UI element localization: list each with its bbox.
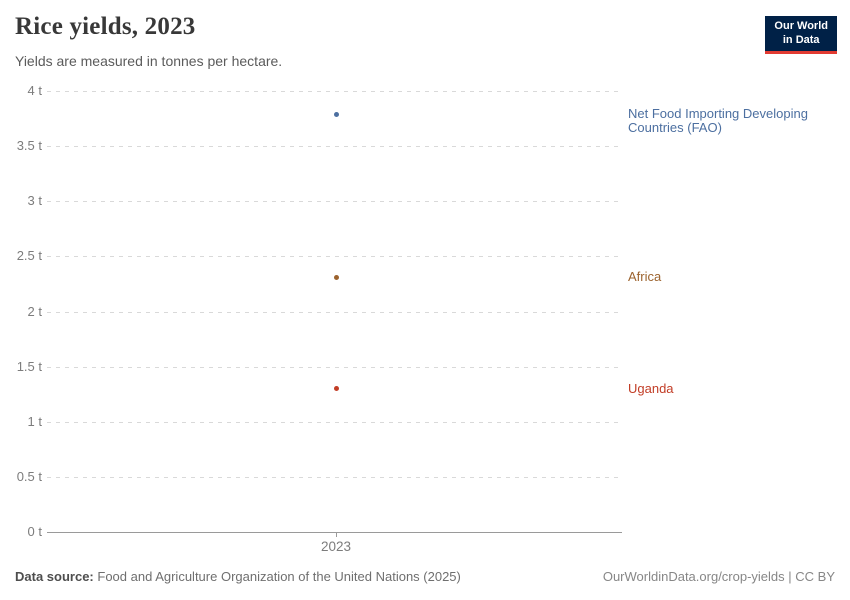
data-point-africa[interactable] [333,274,339,280]
owid-logo-line1: Our World [774,20,828,32]
page-subtitle: Yields are measured in tonnes per hectar… [15,53,283,69]
gridline [47,91,622,92]
gridline [47,201,622,203]
entity-label-net-food-importing-developing-countries-fao[interactable]: Net Food Importing Developing Countries (… [628,106,808,136]
entity-label-uganda[interactable]: Uganda [628,380,674,396]
data-source-label: Data source: [15,569,94,584]
y-axis-tick-label: 1.5 t [16,358,42,374]
x-axis-tick [336,532,337,537]
y-axis-tick-label: 3.5 t [16,138,42,154]
gridline [47,366,622,368]
data-point-net-food-importing-developing-countries-fao[interactable] [333,111,339,117]
y-axis-tick-label: 2 t [27,303,42,319]
gridline [47,146,622,148]
gridline [47,421,622,423]
data-source-text: Food and Agriculture Organization of the… [97,569,461,584]
attribution-link[interactable]: OurWorldinData.org/crop-yields | CC BY [602,569,835,584]
y-axis-tick-label: 4 t [27,83,42,98]
data-source-note: Data source: Food and Agriculture Organi… [15,569,461,584]
owid-logo-line2: in Data [782,33,820,46]
x-axis-tick-label: 2023 [320,539,352,554]
y-axis-tick-label: 0.5 t [16,468,42,484]
gridline [47,476,622,478]
x-axis-line [47,532,622,533]
owid-logo[interactable]: Our World in Data [765,16,837,54]
gridline [47,256,622,258]
chart-footer: Data source: Food and Agriculture Organi… [15,569,835,584]
entity-label-africa[interactable]: Africa [628,269,662,285]
y-axis-tick-label: 3 t [27,193,42,209]
gridline [47,311,622,313]
y-axis-tick-label: 2.5 t [16,248,42,264]
data-point-uganda[interactable] [333,386,339,392]
y-axis-tick-label: 1 t [27,413,42,429]
y-axis-tick-label: 0 t [27,524,42,539]
page-title: Rice yields, 2023 [15,13,196,40]
